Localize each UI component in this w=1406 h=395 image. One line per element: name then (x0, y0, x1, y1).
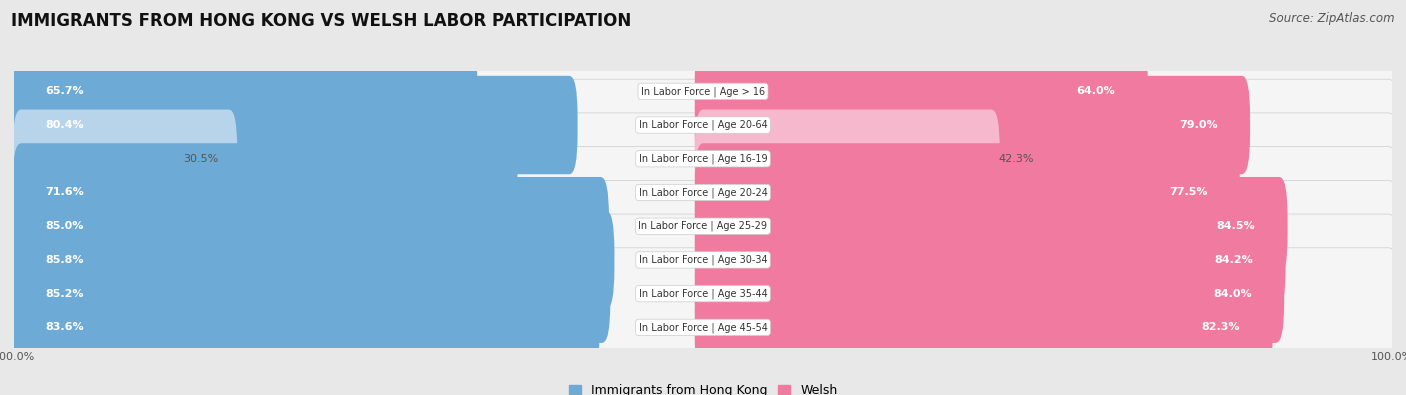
Text: 80.4%: 80.4% (45, 120, 84, 130)
FancyBboxPatch shape (13, 42, 477, 141)
Text: 84.0%: 84.0% (1213, 289, 1251, 299)
Text: 85.0%: 85.0% (45, 221, 83, 231)
FancyBboxPatch shape (13, 245, 610, 343)
Text: 84.2%: 84.2% (1215, 255, 1253, 265)
FancyBboxPatch shape (695, 109, 1000, 208)
Text: In Labor Force | Age 25-29: In Labor Force | Age 25-29 (638, 221, 768, 231)
FancyBboxPatch shape (4, 147, 1402, 306)
Text: 79.0%: 79.0% (1180, 120, 1218, 130)
Text: 85.8%: 85.8% (45, 255, 83, 265)
Text: In Labor Force | Age 35-44: In Labor Force | Age 35-44 (638, 288, 768, 299)
FancyBboxPatch shape (4, 113, 1402, 272)
Text: In Labor Force | Age > 16: In Labor Force | Age > 16 (641, 86, 765, 97)
FancyBboxPatch shape (4, 45, 1402, 205)
FancyBboxPatch shape (4, 181, 1402, 340)
FancyBboxPatch shape (4, 12, 1402, 171)
Text: Source: ZipAtlas.com: Source: ZipAtlas.com (1270, 12, 1395, 25)
Text: 42.3%: 42.3% (998, 154, 1033, 164)
Text: 64.0%: 64.0% (1077, 87, 1115, 96)
Text: In Labor Force | Age 45-54: In Labor Force | Age 45-54 (638, 322, 768, 333)
FancyBboxPatch shape (13, 177, 609, 275)
Text: 85.2%: 85.2% (45, 289, 83, 299)
FancyBboxPatch shape (695, 42, 1147, 141)
Text: In Labor Force | Age 20-24: In Labor Force | Age 20-24 (638, 187, 768, 198)
Text: 84.5%: 84.5% (1216, 221, 1256, 231)
FancyBboxPatch shape (13, 109, 238, 208)
FancyBboxPatch shape (695, 143, 1240, 242)
FancyBboxPatch shape (4, 79, 1402, 238)
FancyBboxPatch shape (4, 214, 1402, 373)
FancyBboxPatch shape (13, 143, 517, 242)
Text: 83.6%: 83.6% (45, 322, 84, 332)
Text: 77.5%: 77.5% (1168, 188, 1208, 198)
FancyBboxPatch shape (695, 278, 1272, 376)
Legend: Immigrants from Hong Kong, Welsh: Immigrants from Hong Kong, Welsh (564, 379, 842, 395)
Text: 30.5%: 30.5% (183, 154, 219, 164)
FancyBboxPatch shape (13, 211, 614, 309)
Text: In Labor Force | Age 30-34: In Labor Force | Age 30-34 (638, 255, 768, 265)
FancyBboxPatch shape (13, 278, 599, 376)
Text: IMMIGRANTS FROM HONG KONG VS WELSH LABOR PARTICIPATION: IMMIGRANTS FROM HONG KONG VS WELSH LABOR… (11, 12, 631, 30)
FancyBboxPatch shape (695, 76, 1250, 174)
Text: 65.7%: 65.7% (45, 87, 84, 96)
Text: 71.6%: 71.6% (45, 188, 84, 198)
FancyBboxPatch shape (695, 211, 1285, 309)
Text: In Labor Force | Age 20-64: In Labor Force | Age 20-64 (638, 120, 768, 130)
FancyBboxPatch shape (695, 177, 1288, 275)
Text: In Labor Force | Age 16-19: In Labor Force | Age 16-19 (638, 154, 768, 164)
FancyBboxPatch shape (13, 76, 578, 174)
FancyBboxPatch shape (4, 248, 1402, 395)
Text: 82.3%: 82.3% (1202, 322, 1240, 332)
FancyBboxPatch shape (695, 245, 1284, 343)
